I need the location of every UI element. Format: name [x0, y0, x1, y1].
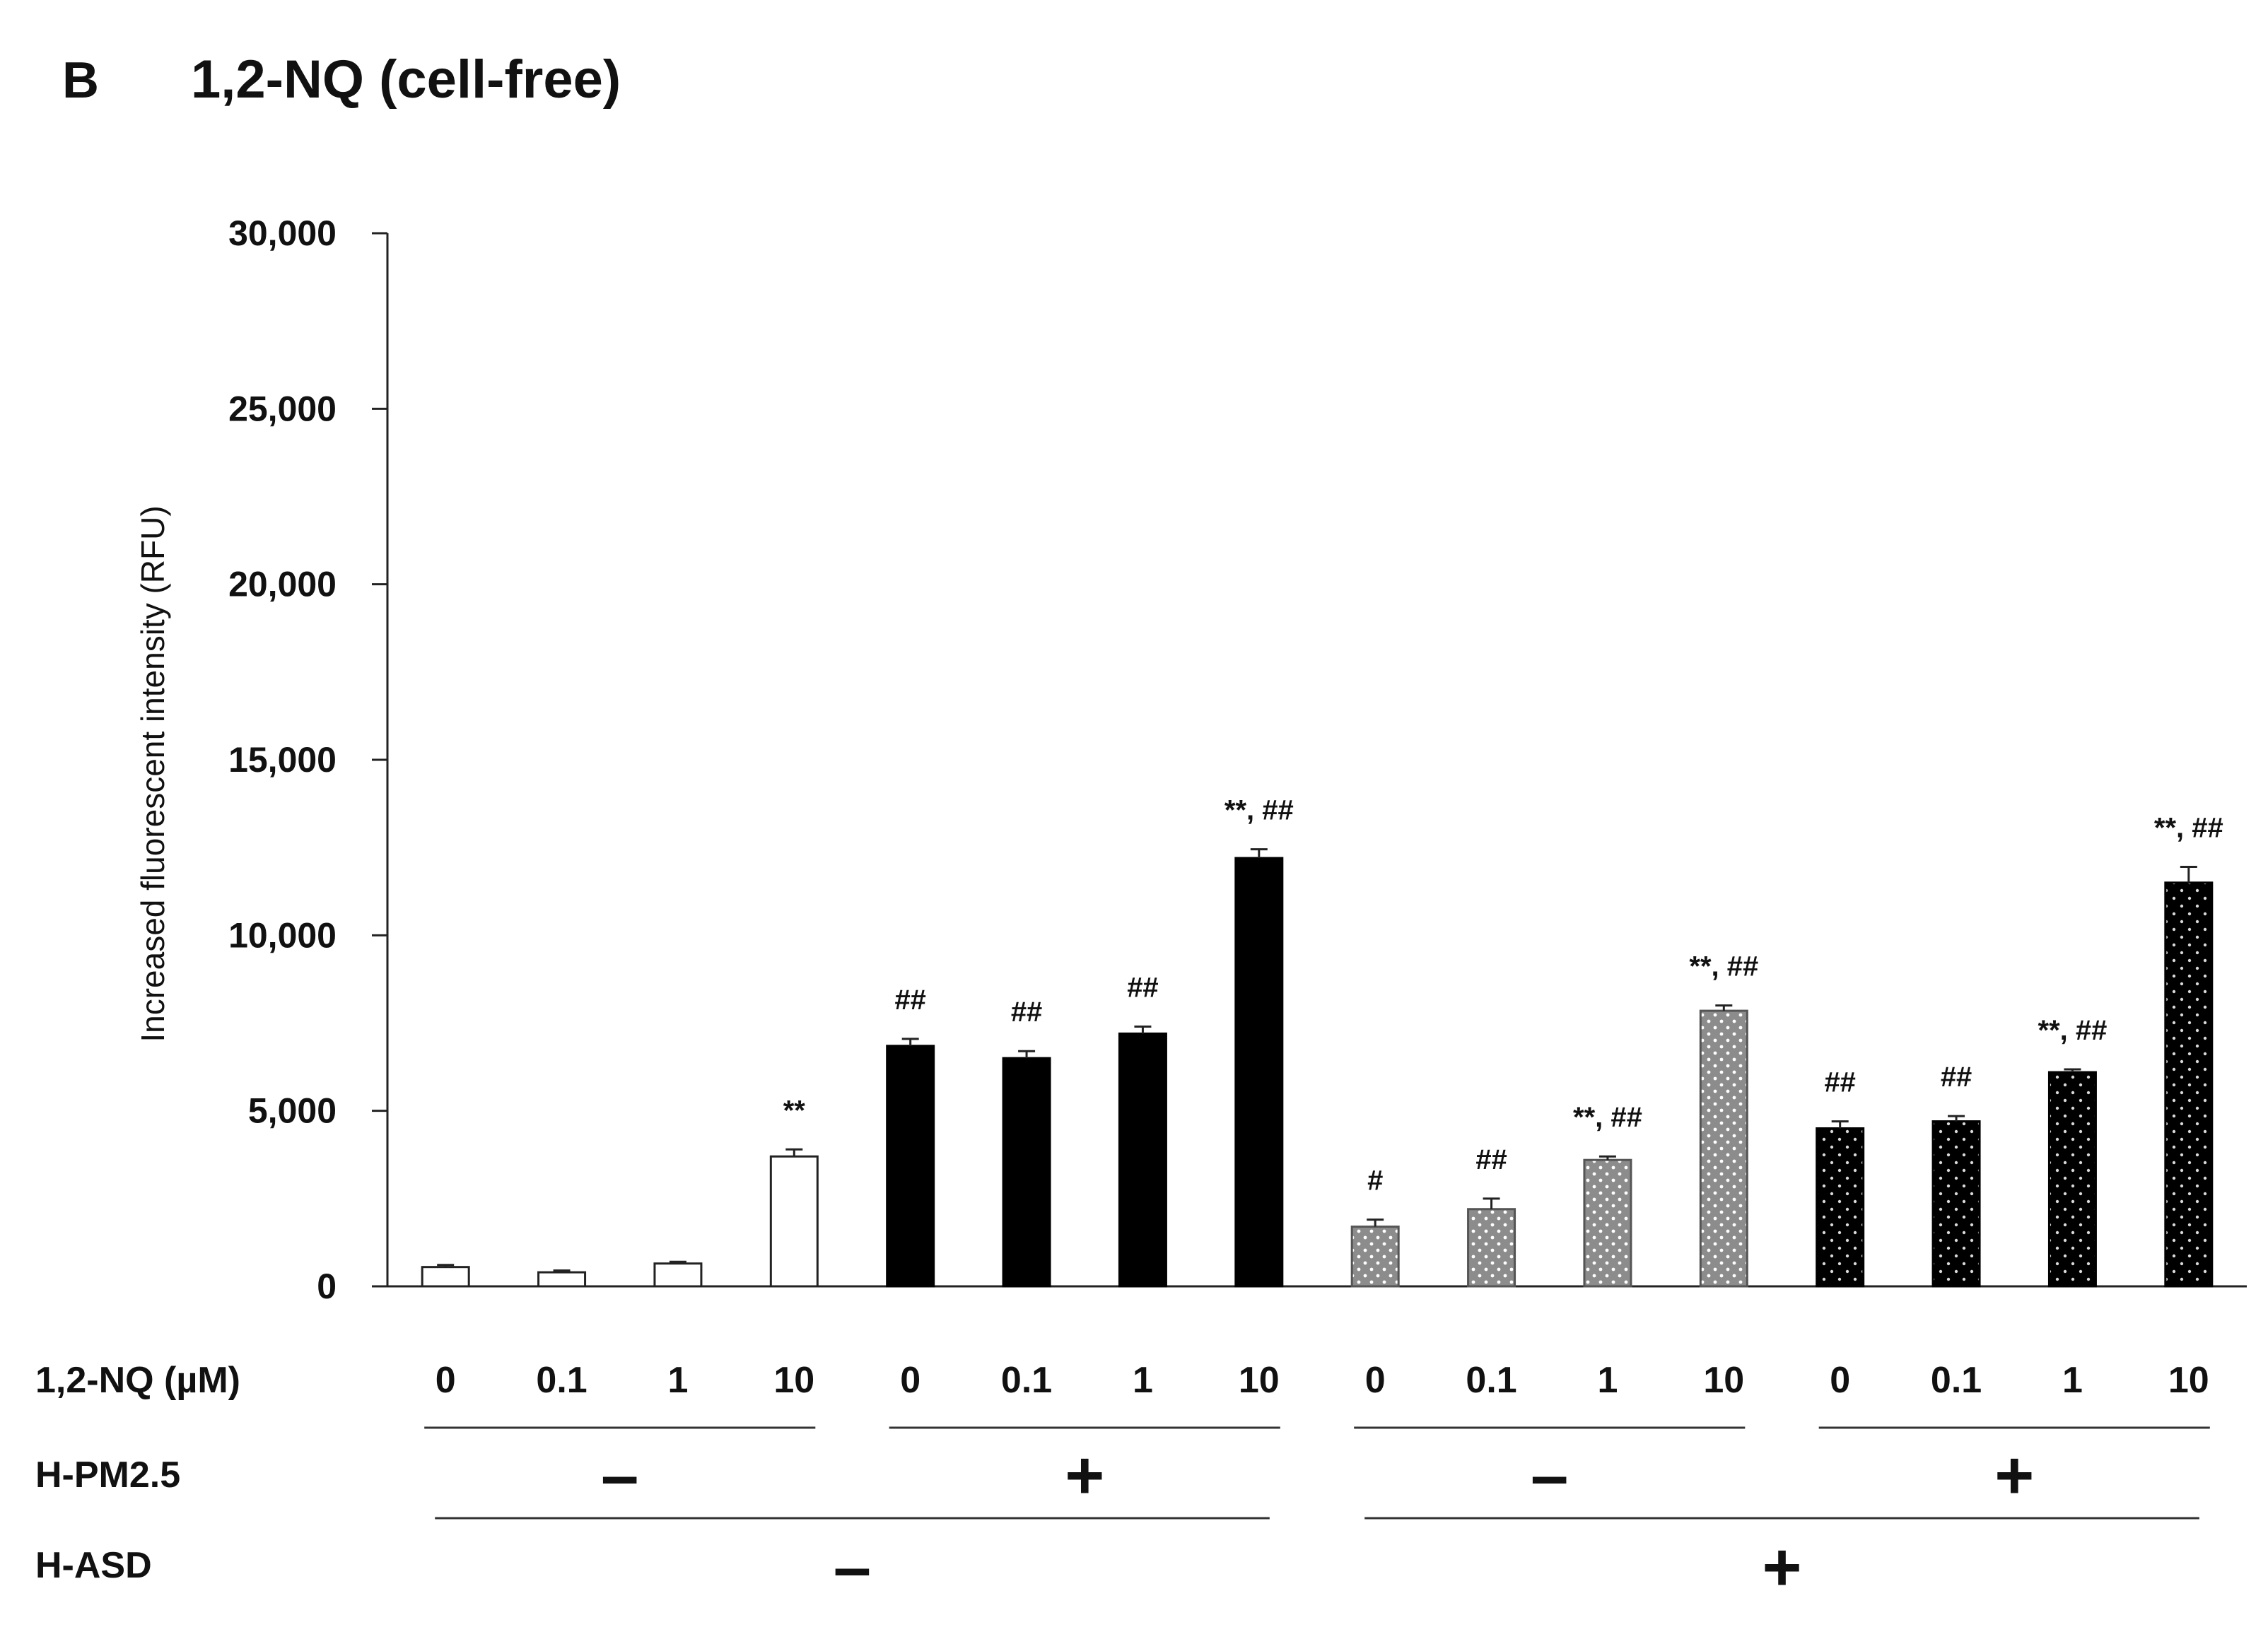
significance-label: ##: [1941, 1062, 1972, 1093]
x-tick-label: 0.1: [536, 1360, 587, 1401]
row-label-nq: 1,2-NQ (µM): [35, 1360, 240, 1401]
bar: [1467, 1208, 1516, 1288]
bars: **## ####**, #####**, ##**, #### ##**, ##*…: [421, 795, 2223, 1288]
bar: [1118, 1032, 1167, 1288]
bar: [1350, 1226, 1400, 1288]
significance-label: **, ##: [2038, 1015, 2108, 1046]
bar: [1931, 1120, 1981, 1288]
x-tick-label: 0: [1830, 1360, 1850, 1401]
bar: [1002, 1057, 1051, 1288]
bar: [1583, 1158, 1632, 1288]
pm-sign: +: [1065, 1438, 1104, 1513]
x-tick-label: 1: [2062, 1360, 2083, 1401]
bar: [1699, 1009, 1748, 1288]
significance-label: #: [1367, 1165, 1383, 1197]
significance-label: **: [783, 1095, 806, 1126]
y-tick-label: 0: [317, 1267, 337, 1306]
asd-sign: +: [1762, 1529, 1801, 1605]
row-label-asd: H-ASD: [35, 1545, 152, 1586]
y-tick-label: 25,000: [228, 389, 337, 428]
y-axis-label: Increased fluorescent intensity (RFU): [134, 505, 171, 1042]
bar: [769, 1155, 819, 1288]
bar: [2164, 881, 2214, 1288]
significance-label: ##: [1824, 1067, 1856, 1098]
x-tick-label: 10: [1239, 1360, 1280, 1401]
x-tick-label: 1: [1133, 1360, 1153, 1401]
x-tick-label: 1: [1597, 1360, 1618, 1401]
significance-label: **, ##: [1573, 1102, 1642, 1133]
y-tick-label: 30,000: [228, 213, 337, 253]
significance-label: ##: [1127, 972, 1159, 1003]
panel-label: B: [62, 52, 99, 109]
axes: 0 5,000 10,000 15,000 20,000 25,000 30,000: [228, 213, 2247, 1306]
significance-label: **, ##: [2154, 812, 2223, 843]
x-tick-label: 10: [2168, 1360, 2209, 1401]
category-labels: 0 0.1 1 10 0 0.1 1 10 0 0.1 1 10 0 0.1 1 10 – + – + – +: [424, 1360, 2210, 1605]
row-label-pm: H-PM2.5: [35, 1455, 180, 1496]
x-tick-label: 0.1: [1931, 1360, 1982, 1401]
y-tick-label: 15,000: [228, 740, 337, 780]
pm-sign: –: [601, 1438, 638, 1513]
bar: [537, 1271, 587, 1288]
y-tick-label: 10,000: [228, 915, 337, 955]
bar: [421, 1266, 470, 1288]
y-tick-label: 20,000: [228, 565, 337, 604]
significance-label: ##: [1011, 997, 1043, 1028]
x-tick-label: 0.1: [1001, 1360, 1052, 1401]
x-tick-label: 0: [900, 1360, 920, 1401]
pm-sign: –: [1531, 1438, 1568, 1513]
bar: [653, 1262, 703, 1288]
bar: [1816, 1127, 1865, 1288]
significance-label: **, ##: [1224, 795, 1294, 826]
y-tick-label: 5,000: [248, 1091, 337, 1131]
significance-label: ##: [894, 985, 926, 1016]
x-tick-label: 1: [667, 1360, 688, 1401]
asd-sign: –: [834, 1529, 871, 1605]
pm-sign: +: [1994, 1438, 2034, 1513]
bar: [886, 1045, 935, 1288]
bar: [2047, 1071, 2097, 1288]
x-tick-label: 10: [773, 1360, 814, 1401]
x-tick-label: 10: [1703, 1360, 1744, 1401]
bar: [1234, 857, 1284, 1288]
x-tick-label: 0: [436, 1360, 456, 1401]
significance-label: **, ##: [1689, 951, 1758, 982]
significance-label: ##: [1475, 1144, 1507, 1175]
x-tick-label: 0: [1365, 1360, 1386, 1401]
x-tick-label: 0.1: [1466, 1360, 1516, 1401]
chart-title: 1,2-NQ (cell-free): [191, 49, 621, 110]
